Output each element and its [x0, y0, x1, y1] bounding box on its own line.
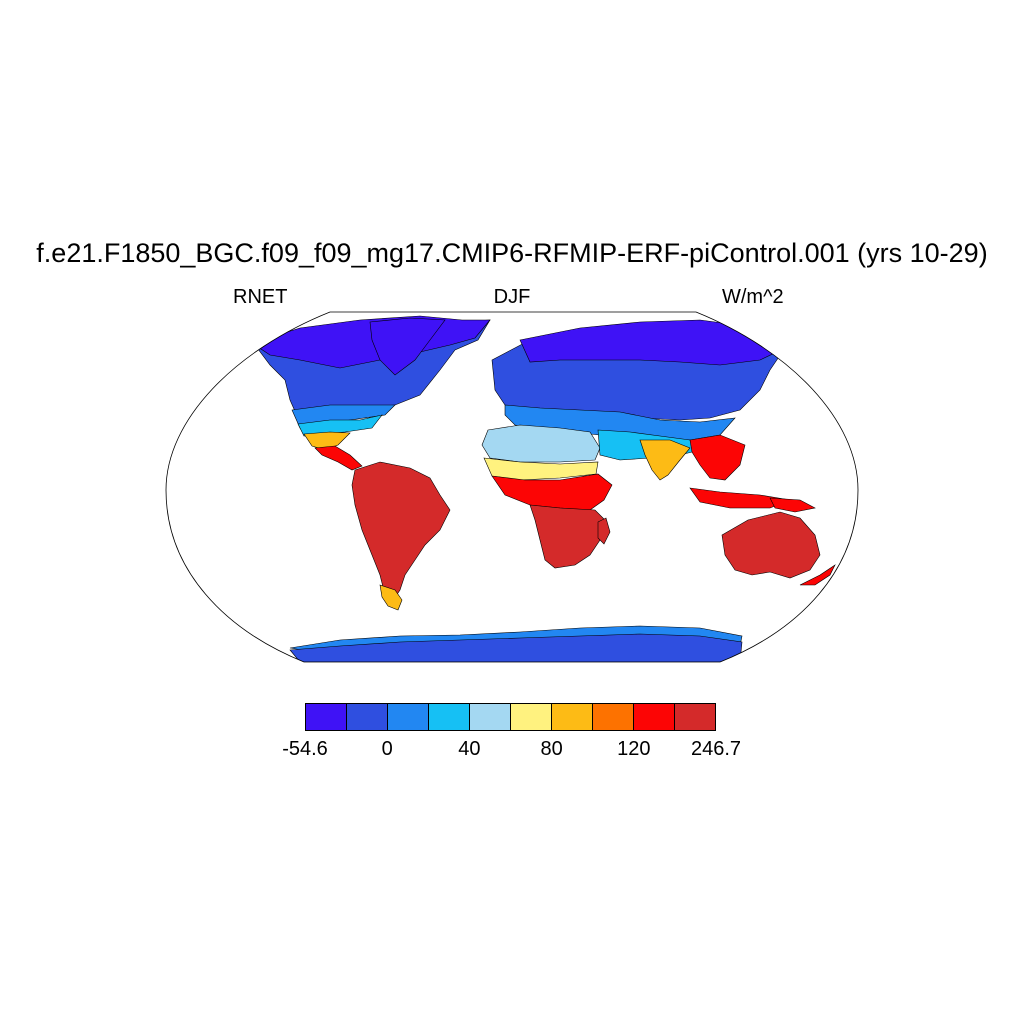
- south-america: [351, 461, 451, 603]
- colorbar-swatch: [347, 704, 388, 730]
- greenland: [369, 317, 446, 376]
- patagonia: [379, 584, 403, 611]
- africa-equatorial: [491, 473, 613, 511]
- colorbar-tick-label: 40: [458, 738, 481, 760]
- variable-label: RNET: [233, 286, 288, 308]
- map-boundary: [165, 311, 859, 663]
- units-label: W/m^2: [722, 286, 784, 308]
- north-africa: [481, 424, 601, 463]
- colorbar-swatch: [511, 704, 552, 730]
- colorbar-swatch: [593, 704, 634, 730]
- australia: [721, 511, 821, 579]
- mexico: [303, 431, 351, 451]
- colorbar-tick-label: 0: [381, 738, 393, 760]
- southeast-asia: [689, 434, 746, 481]
- colorbar-tick-label: 80: [540, 738, 563, 760]
- africa-south: [529, 504, 606, 569]
- new-guinea: [769, 497, 816, 513]
- colorbar-tick-label: 120: [617, 738, 651, 760]
- madagascar: [597, 517, 611, 545]
- colorbar: [305, 703, 716, 731]
- season-label: DJF: [493, 286, 531, 308]
- antarctica: [289, 633, 743, 662]
- central-america: [314, 445, 363, 471]
- new-zealand: [799, 564, 836, 586]
- colorbar-swatch: [634, 704, 675, 730]
- colorbar-swatch: [470, 704, 511, 730]
- colorbar-tick-label: 246.7: [690, 738, 742, 760]
- colorbar-swatch: [306, 704, 347, 730]
- colorbar-tick-label: -54.6: [282, 738, 328, 760]
- colorbar-swatch: [675, 704, 715, 730]
- eurasia-north: [519, 319, 786, 366]
- plot-title: f.e21.F1850_BGC.f09_f09_mg17.CMIP6-RFMIP…: [36, 238, 988, 268]
- colorbar-swatch: [388, 704, 429, 730]
- india: [639, 439, 691, 481]
- colorbar-swatch: [429, 704, 470, 730]
- colorbar-swatch: [552, 704, 593, 730]
